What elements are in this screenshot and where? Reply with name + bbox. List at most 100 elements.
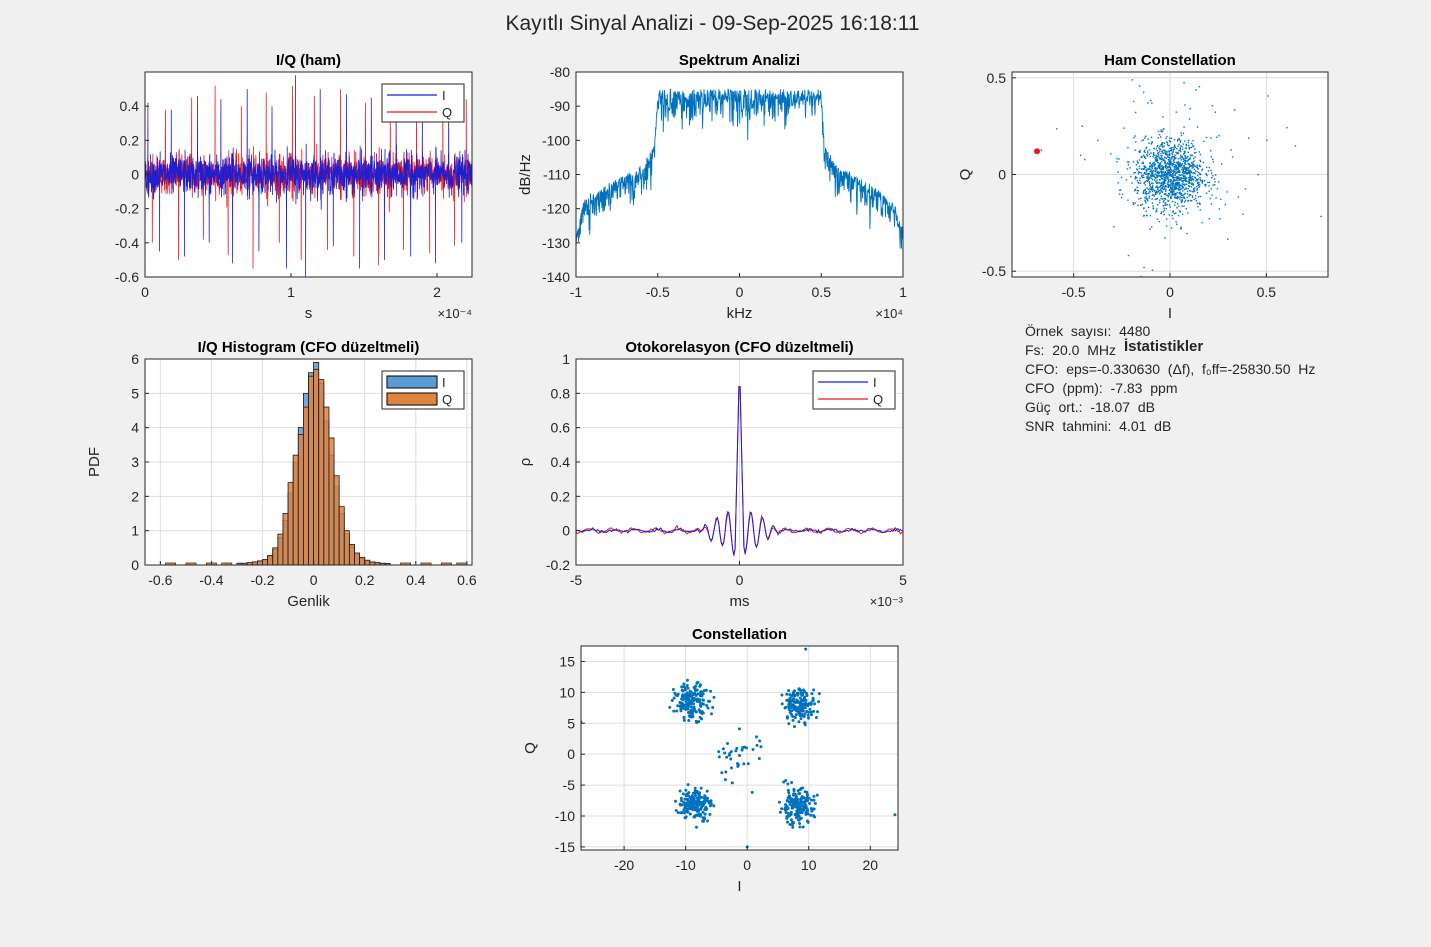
data-point bbox=[1152, 205, 1154, 207]
x-axis-label: kHz bbox=[727, 305, 753, 322]
data-point bbox=[1161, 166, 1164, 169]
data-point bbox=[797, 804, 801, 808]
y-tick-label: -110 bbox=[543, 167, 570, 183]
data-point bbox=[1144, 184, 1146, 186]
data-point bbox=[686, 797, 690, 801]
data-point bbox=[1210, 169, 1212, 172]
histogram-bar-Q bbox=[318, 379, 325, 565]
data-point bbox=[673, 691, 677, 695]
data-point bbox=[1148, 153, 1151, 156]
data-point bbox=[1154, 198, 1156, 201]
data-point bbox=[1192, 178, 1194, 180]
data-point bbox=[1185, 208, 1187, 210]
data-point bbox=[1175, 151, 1177, 154]
data-point bbox=[794, 816, 798, 820]
data-point bbox=[1179, 198, 1181, 200]
data-point bbox=[805, 811, 809, 815]
data-point bbox=[1169, 153, 1171, 156]
legend-swatch bbox=[386, 375, 438, 389]
data-point bbox=[1162, 175, 1164, 178]
data-point bbox=[697, 795, 701, 799]
data-point bbox=[691, 801, 695, 805]
data-point bbox=[1194, 156, 1196, 158]
data-point bbox=[1158, 193, 1161, 195]
data-point bbox=[1144, 156, 1146, 159]
data-point bbox=[1160, 183, 1163, 185]
data-point bbox=[1183, 173, 1185, 175]
data-point bbox=[1194, 177, 1197, 179]
data-point bbox=[1147, 168, 1150, 171]
data-point bbox=[1155, 190, 1158, 192]
histogram-tail-bar bbox=[165, 562, 176, 565]
data-point bbox=[1173, 170, 1176, 173]
data-point bbox=[1170, 163, 1172, 165]
data-point bbox=[1186, 177, 1188, 179]
data-point bbox=[1176, 187, 1178, 190]
data-point bbox=[1153, 161, 1155, 164]
data-point bbox=[1161, 169, 1163, 171]
data-point bbox=[1149, 170, 1151, 173]
data-point bbox=[1212, 184, 1214, 186]
data-point bbox=[676, 704, 680, 708]
data-point bbox=[1149, 191, 1151, 193]
data-point bbox=[678, 803, 682, 807]
data-point bbox=[1204, 183, 1207, 186]
data-point bbox=[1168, 173, 1170, 175]
data-point bbox=[1172, 151, 1174, 153]
data-point bbox=[1162, 174, 1164, 176]
data-point bbox=[1167, 185, 1170, 187]
data-point bbox=[693, 786, 697, 790]
data-point bbox=[1144, 199, 1146, 202]
data-point bbox=[1205, 192, 1208, 194]
data-point bbox=[784, 811, 788, 815]
data-point bbox=[804, 691, 808, 695]
y-tick-label: 1 bbox=[562, 351, 570, 367]
data-point bbox=[1220, 163, 1223, 165]
data-point bbox=[1144, 192, 1146, 194]
data-point bbox=[1199, 165, 1202, 168]
data-point bbox=[1155, 171, 1157, 173]
data-point bbox=[1134, 149, 1137, 151]
x-tick-label: 10 bbox=[801, 857, 817, 873]
data-point bbox=[683, 806, 687, 810]
data-point bbox=[1170, 188, 1173, 190]
data-point bbox=[1160, 168, 1162, 170]
data-point bbox=[1192, 161, 1195, 163]
data-point bbox=[1160, 158, 1162, 161]
data-point bbox=[1164, 193, 1166, 196]
data-point bbox=[1141, 168, 1144, 170]
data-point bbox=[1164, 185, 1167, 187]
data-point bbox=[1146, 198, 1149, 200]
data-point bbox=[695, 698, 699, 702]
data-point bbox=[696, 808, 700, 812]
data-point bbox=[1178, 187, 1180, 189]
data-point bbox=[1143, 91, 1145, 94]
x-tick-label: 0.5 bbox=[1257, 284, 1277, 300]
data-point bbox=[787, 722, 791, 726]
data-point bbox=[1173, 148, 1176, 150]
data-point bbox=[1150, 136, 1153, 138]
data-point bbox=[1164, 173, 1166, 175]
y-tick-label: 0.2 bbox=[120, 132, 140, 148]
data-point bbox=[699, 710, 703, 714]
data-point bbox=[1164, 165, 1167, 167]
data-point bbox=[1136, 160, 1139, 162]
data-point bbox=[1172, 146, 1174, 149]
stat-power: Güç ort.: -18.07 dB bbox=[1025, 399, 1155, 415]
data-point bbox=[1182, 183, 1184, 186]
data-point bbox=[1153, 163, 1155, 165]
data-point bbox=[1193, 191, 1195, 193]
data-point bbox=[1151, 177, 1153, 180]
data-point bbox=[1183, 188, 1186, 191]
data-point bbox=[754, 735, 758, 739]
data-point bbox=[1146, 176, 1148, 178]
data-point bbox=[1169, 169, 1171, 171]
data-point bbox=[1175, 166, 1178, 169]
outlier-point bbox=[804, 647, 808, 651]
data-point bbox=[1183, 168, 1186, 170]
data-point bbox=[1158, 164, 1161, 167]
data-point bbox=[1185, 187, 1187, 189]
y-tick-label: -0.2 bbox=[115, 201, 139, 217]
data-point bbox=[686, 686, 690, 690]
